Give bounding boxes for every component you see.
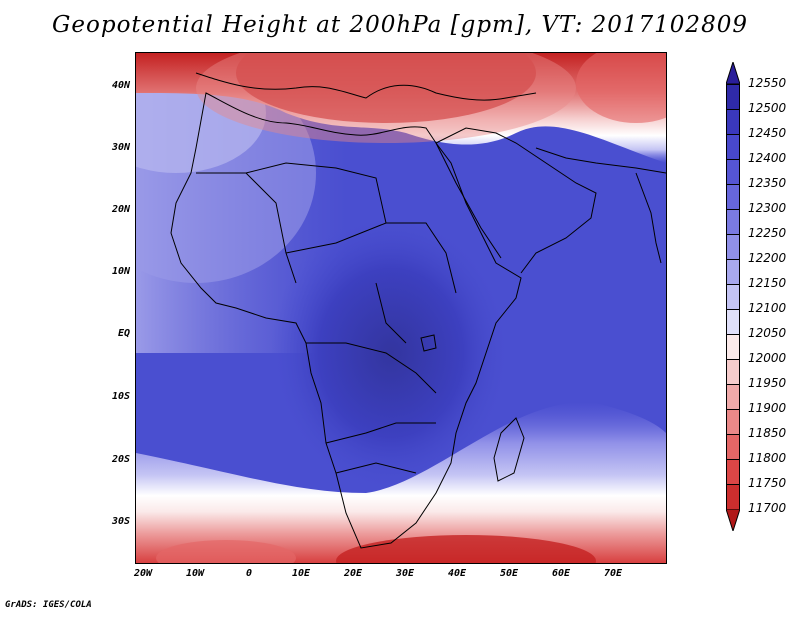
lon-label-60e: 60E [552,568,571,579]
colorbar-band [726,134,740,159]
colorbar-bottom-arrow [726,509,740,531]
colorbar-label: 11750 [748,476,787,490]
lon-label-30e: 30E [396,568,415,579]
colorbar-label: 11950 [748,376,787,390]
colorbar-band [726,159,740,184]
lat-label-20n: 20N [111,204,130,215]
colorbar-label: 12500 [748,101,787,115]
colorbar-band [726,84,740,109]
lat-label-40n: 40N [111,80,130,91]
colorbar-band [726,309,740,334]
lon-label-10e: 10E [292,568,311,579]
lat-label-10s: 10S [111,391,130,402]
lon-label-20e: 20E [344,568,363,579]
colorbar-label: 11800 [748,451,787,465]
colorbar-band [726,109,740,134]
map-panel [135,52,667,564]
chart-title: Geopotential Height at 200hPa [gpm], VT:… [52,12,748,38]
lat-label-30s: 30S [111,516,130,527]
colorbar-label: 12300 [748,201,787,215]
colorbar-band [726,409,740,434]
lat-label-30n: 30N [111,142,130,153]
lon-label-0: 0 [246,568,253,579]
colorbar-band [726,184,740,209]
colorbar-label: 11700 [748,501,787,515]
lat-label-20s: 20S [111,454,130,465]
colorbar-label: 12550 [748,76,787,90]
colorbar-band [726,384,740,409]
colorbar-band [726,284,740,309]
footer-credit: GrADS: IGES/COLA [5,600,92,610]
colorbar-band [726,334,740,359]
colorbar-top-arrow [726,62,740,84]
colorbar-label: 12450 [748,126,787,140]
lon-label-20w: 20W [134,568,153,579]
colorbar-band [726,234,740,259]
lon-label-40e: 40E [448,568,467,579]
colorbar-band [726,209,740,234]
lon-label-10w: 10W [186,568,205,579]
geopotential-field [136,53,666,563]
colorbar-label: 12000 [748,351,787,365]
colorbar-label: 12350 [748,176,787,190]
colorbar-band [726,259,740,284]
lat-label-eq: EQ [117,328,130,339]
colorbar-band [726,359,740,384]
colorbar-label: 12050 [748,326,787,340]
lat-label-10n: 10N [111,266,130,277]
colorbar-label: 12200 [748,251,787,265]
colorbar-band [726,434,740,459]
coastlines [170,72,666,549]
colorbar-label: 12400 [748,151,787,165]
colorbar-band [726,459,740,484]
colorbar-label: 11850 [748,426,787,440]
lon-label-50e: 50E [500,568,519,579]
colorbar-label: 12250 [748,226,787,240]
colorbar-label: 12150 [748,276,787,290]
colorbar-label: 11900 [748,401,787,415]
lon-label-70e: 70E [604,568,623,579]
colorbar-label: 12100 [748,301,787,315]
colorbar-band [726,484,740,509]
